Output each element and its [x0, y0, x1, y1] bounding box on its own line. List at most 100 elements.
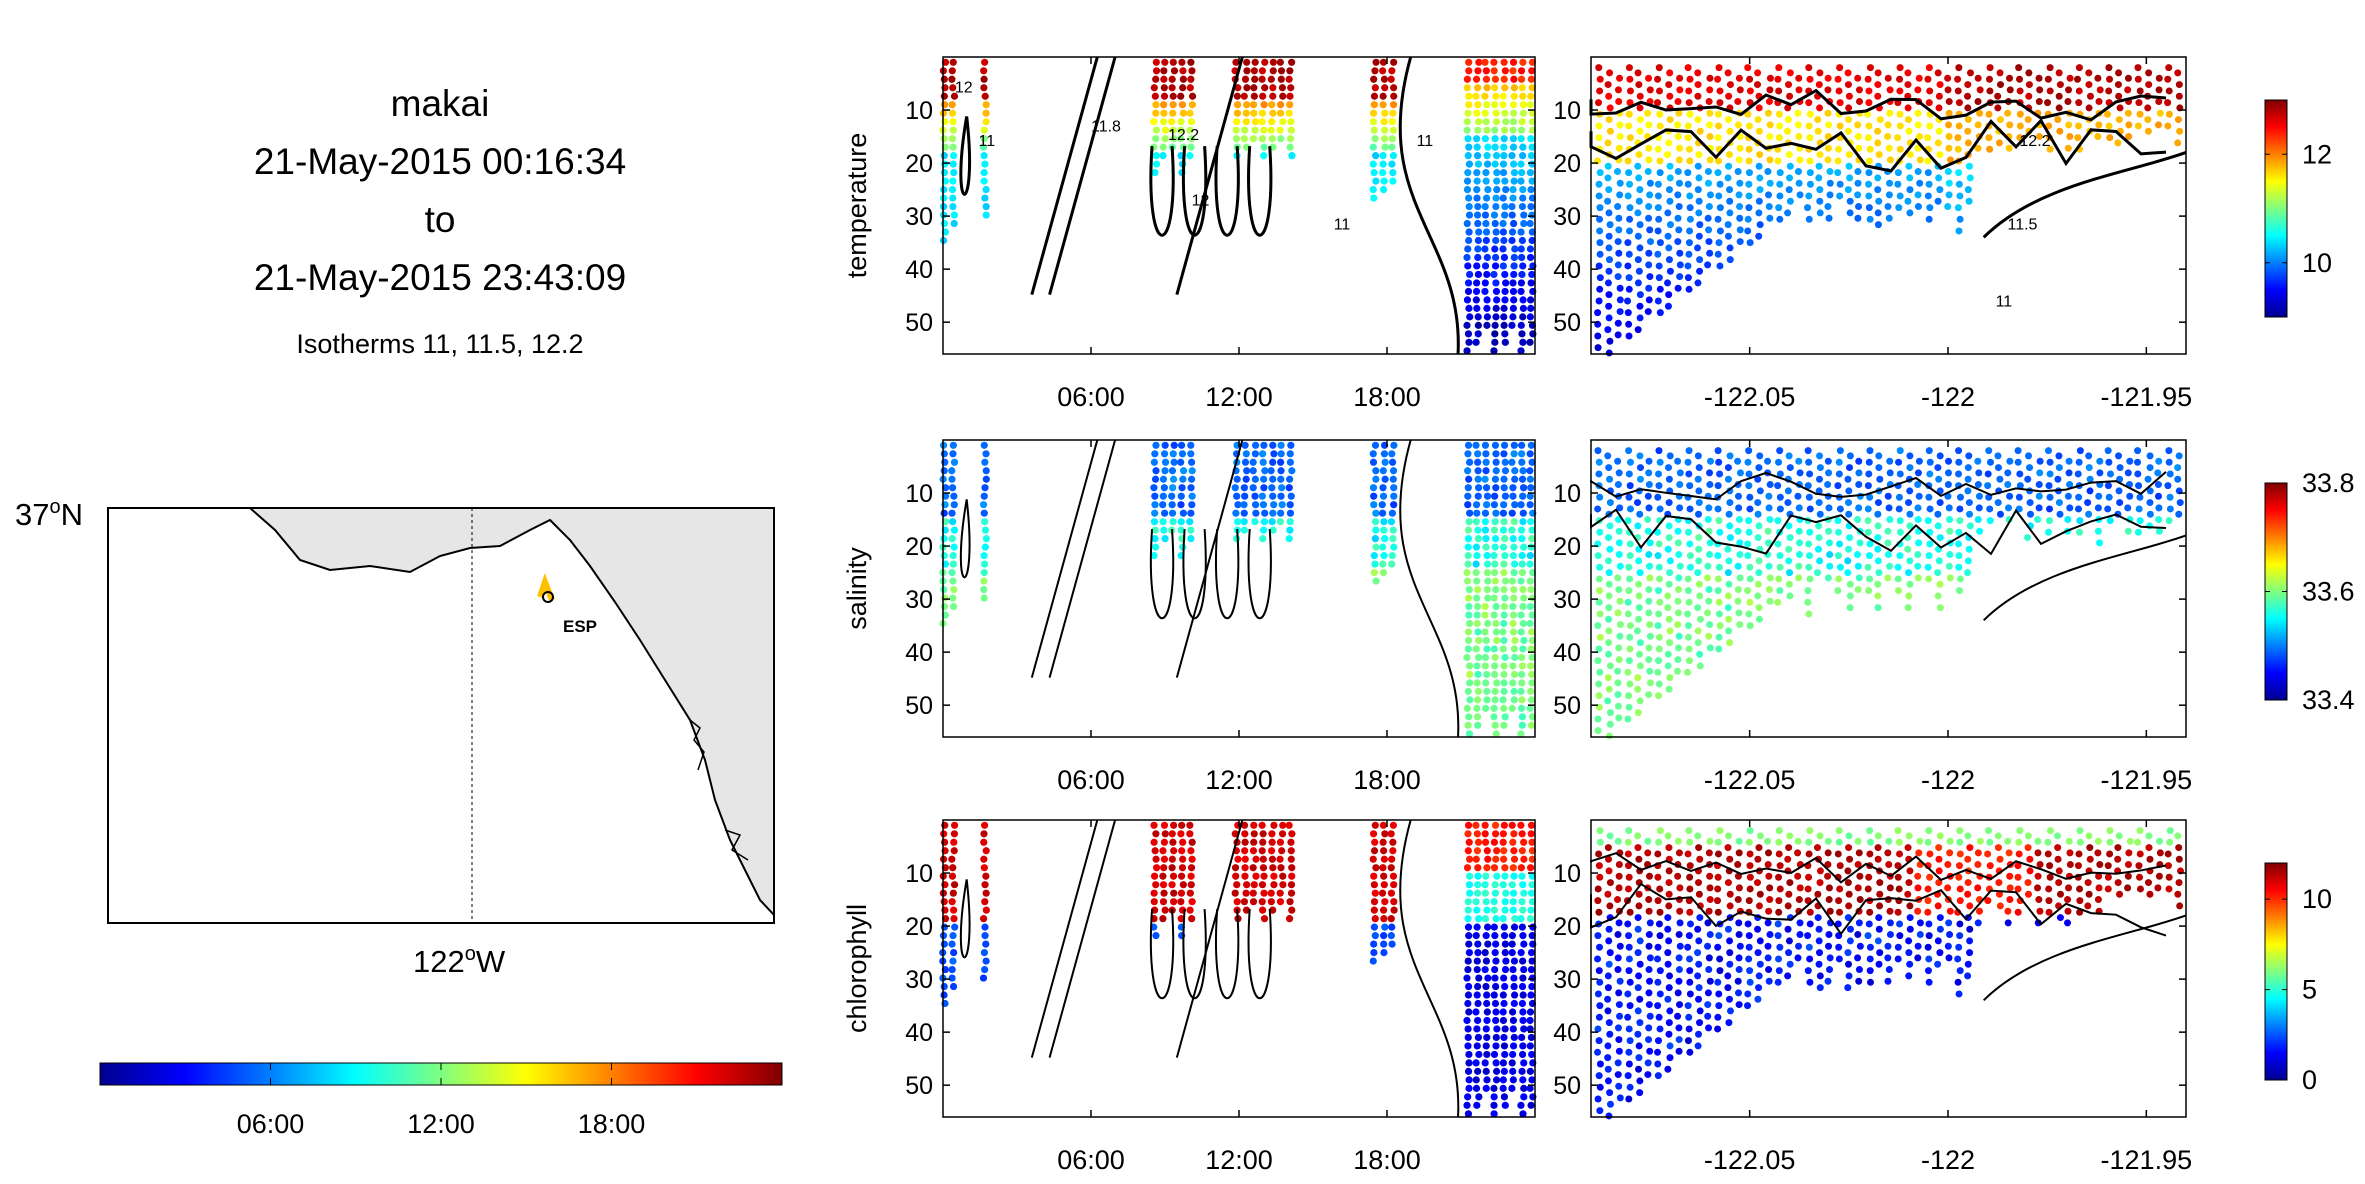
data-point — [2105, 493, 2113, 501]
data-point — [1736, 203, 1744, 211]
data-point — [1278, 501, 1286, 509]
data-point — [1510, 957, 1519, 965]
data-point — [1725, 832, 1733, 840]
data-point — [1914, 574, 1922, 582]
data-point — [1744, 1002, 1752, 1010]
data-point — [1725, 151, 1733, 159]
data-point — [981, 194, 989, 202]
data-point — [1745, 470, 1753, 478]
data-point — [1474, 585, 1482, 594]
data-point — [1756, 960, 1764, 968]
data-point — [1686, 157, 1694, 165]
data-point — [1527, 441, 1535, 449]
data-point — [1846, 592, 1854, 600]
data-point — [1766, 884, 1774, 892]
data-point — [1517, 1101, 1525, 1109]
data-point — [1501, 467, 1510, 475]
data-point — [1634, 209, 1642, 217]
data-point — [1187, 450, 1195, 458]
y-tick-label: 30 — [1553, 203, 1581, 231]
data-point — [1835, 575, 1843, 583]
data-point — [1816, 984, 1824, 992]
data-point — [1474, 475, 1482, 483]
data-point — [1855, 469, 1863, 477]
data-point — [1695, 995, 1703, 1003]
data-point — [2154, 481, 2162, 489]
data-point — [1645, 214, 1653, 222]
data-point — [1664, 949, 1672, 957]
data-point — [1935, 844, 1943, 852]
data-point — [1152, 126, 1160, 134]
data-point — [1492, 619, 1500, 628]
data-point — [1517, 67, 1526, 75]
data-point — [1674, 457, 1682, 465]
data-point — [1186, 109, 1194, 117]
data-point — [1994, 499, 2002, 507]
data-point — [1695, 890, 1703, 898]
data-point — [1825, 504, 1833, 512]
data-point — [1526, 169, 1535, 177]
data-point — [2175, 510, 2183, 518]
data-point — [1616, 597, 1624, 605]
data-point — [1465, 881, 1474, 889]
data-point — [1484, 594, 1492, 602]
data-point — [1231, 484, 1239, 492]
data-point — [1492, 957, 1500, 965]
data-point — [1674, 238, 1682, 246]
data-point — [2124, 504, 2132, 512]
data-point — [1492, 484, 1500, 492]
data-point — [1510, 253, 1518, 262]
data-point — [2006, 492, 2014, 500]
data-point — [1865, 458, 1873, 466]
data-point — [1655, 470, 1663, 478]
data-point — [1606, 1089, 1614, 1097]
data-point — [1776, 552, 1784, 560]
data-point — [1945, 98, 1953, 106]
data-point — [2095, 884, 2103, 892]
data-point — [1286, 898, 1294, 906]
data-point — [1151, 526, 1159, 534]
data-point — [1634, 162, 1642, 170]
data-point — [1874, 580, 1882, 588]
data-point — [1380, 552, 1388, 560]
data-point — [1764, 527, 1772, 535]
data-point — [1241, 441, 1249, 449]
data-point — [1865, 122, 1873, 130]
data-point — [1389, 838, 1397, 846]
data-point — [1390, 543, 1398, 551]
data-point — [1465, 1076, 1473, 1084]
data-point — [2106, 827, 2114, 835]
data-point — [1745, 145, 1753, 153]
data-point — [1499, 696, 1507, 704]
data-point — [1706, 837, 1714, 845]
data-point — [1509, 898, 1517, 906]
data-point — [1381, 475, 1389, 483]
data-point — [1517, 126, 1526, 134]
data-point — [1615, 884, 1623, 892]
data-point — [1706, 644, 1714, 652]
data-point — [1694, 832, 1702, 840]
data-point — [1526, 552, 1534, 560]
data-point — [1665, 937, 1673, 945]
data-point — [1499, 228, 1507, 236]
data-point — [1986, 862, 1994, 870]
data-point — [1626, 1037, 1634, 1045]
data-point — [1380, 940, 1388, 948]
data-point — [1624, 850, 1632, 858]
data-point — [1745, 528, 1753, 536]
data-point — [1646, 179, 1654, 187]
data-point — [1492, 602, 1500, 611]
data-point — [1249, 484, 1257, 492]
data-point — [1371, 915, 1379, 923]
data-point — [1500, 679, 1508, 687]
data-point — [1795, 74, 1803, 82]
data-point — [1596, 978, 1604, 986]
data-point — [1726, 534, 1734, 542]
data-point — [1854, 179, 1862, 187]
data-point — [1754, 949, 1762, 957]
data-point — [1864, 517, 1872, 525]
data-point — [1654, 227, 1662, 235]
data-point — [1646, 621, 1654, 629]
data-point — [1825, 469, 1833, 477]
data-point — [1150, 118, 1158, 126]
